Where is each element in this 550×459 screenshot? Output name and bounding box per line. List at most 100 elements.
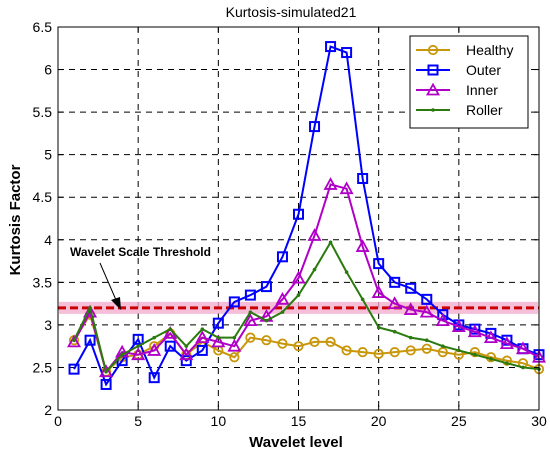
data-point-roller: [200, 327, 205, 331]
data-point-roller: [457, 348, 461, 353]
data-point-roller: [424, 338, 429, 343]
data-point-roller: [280, 310, 285, 314]
data-point-roller: [120, 352, 124, 357]
data-point-inner: [339, 181, 354, 195]
x-tick-label: 5: [134, 413, 142, 429]
data-point-inner: [435, 313, 450, 327]
data-point-healthy: [357, 347, 368, 358]
y-tick-label: 5.5: [33, 104, 53, 120]
data-point-inner: [451, 319, 466, 332]
data-point-inner: [147, 343, 162, 356]
data-point-inner: [403, 302, 418, 315]
y-tick-label: 4: [44, 232, 52, 248]
data-point-roller: [505, 361, 509, 365]
data-point-outer: [309, 121, 321, 133]
data-point-roller: [88, 306, 92, 310]
data-point-inner: [515, 341, 530, 355]
y-axis-title: Kurtosis Factor: [7, 164, 24, 275]
data-point-inner: [131, 347, 146, 361]
y-tick-label: 6: [44, 62, 52, 78]
data-point-roller: [441, 344, 445, 348]
data-point-roller: [248, 310, 253, 314]
tick-layer: 0 5 10 15 20 25 30 2 2.5 3 3.5 4 4.5 5 5.5 6 6.5: [33, 19, 547, 429]
y-tick-label: 2: [44, 402, 52, 418]
data-point-inner: [419, 304, 434, 318]
data-point-outer: [244, 289, 256, 301]
data-point-outer: [100, 378, 112, 390]
data-point-healthy: [421, 343, 432, 354]
data-point-inner: [179, 347, 194, 361]
y-tick-label: 2.5: [33, 359, 53, 375]
data-point-healthy: [245, 332, 256, 343]
data-point-healthy: [389, 347, 400, 358]
threshold-arrow-shaft: [99, 262, 117, 301]
data-point-roller: [408, 335, 413, 340]
data-point-inner: [291, 270, 306, 284]
data-point-roller: [168, 327, 173, 331]
data-point-roller: [72, 338, 76, 343]
x-tick-label: 20: [371, 413, 387, 429]
data-point-roller: [264, 318, 269, 323]
y-tick-label: 5: [44, 147, 52, 163]
data-point-roller: [184, 344, 189, 348]
data-point-inner: [499, 336, 514, 350]
series-layer: [67, 41, 547, 390]
data-point-inner: [387, 296, 402, 310]
data-point-outer: [293, 208, 304, 220]
data-point-outer: [196, 344, 208, 356]
data-point-healthy: [325, 336, 336, 348]
data-point-roller: [328, 240, 333, 245]
data-point-inner: [243, 313, 258, 327]
legend-marker-healthy: [427, 44, 439, 56]
data-point-inner: [323, 177, 338, 190]
data-point-inner: [483, 330, 498, 344]
data-point-healthy: [293, 341, 304, 352]
data-point-inner: [115, 344, 130, 358]
data-point-roller: [521, 365, 525, 370]
data-point-outer: [68, 363, 80, 375]
y-tick-label: 3.5: [33, 274, 53, 290]
data-point-roller: [152, 335, 156, 340]
data-point-outer: [501, 334, 513, 346]
data-point-roller: [312, 267, 317, 272]
x-axis-title: Wavelet level: [249, 434, 343, 451]
data-point-outer: [132, 333, 144, 345]
data-point-roller: [392, 329, 397, 334]
data-point-outer: [212, 317, 224, 329]
data-point-inner: [211, 334, 226, 348]
data-point-roller: [344, 270, 349, 274]
data-point-roller: [473, 352, 477, 357]
x-tick-label: 25: [451, 413, 467, 429]
data-point-outer: [148, 372, 160, 384]
x-tick-label: 15: [291, 413, 307, 429]
data-point-inner: [307, 228, 322, 241]
data-point-outer: [405, 282, 417, 294]
data-point-roller: [232, 335, 237, 340]
legend-label-roller: Roller: [466, 102, 503, 118]
data-point-healthy: [341, 345, 352, 356]
x-tick-label: 30: [531, 413, 547, 429]
data-point-healthy: [277, 338, 288, 349]
data-point-outer: [84, 334, 96, 346]
legend-label-inner: Inner: [466, 82, 498, 98]
data-point-inner: [275, 291, 290, 305]
data-point-roller: [360, 297, 365, 302]
threshold-layer: [58, 301, 539, 314]
data-point-healthy: [309, 336, 320, 348]
threshold-label: Wavelet Scale Threshold: [70, 245, 211, 259]
y-tick-label: 3: [44, 317, 52, 333]
legend-marker-roller: [431, 108, 435, 112]
data-point-roller: [296, 293, 301, 297]
chart-title: Kurtosis-simulated21: [226, 4, 357, 20]
threshold-arrow-head: [111, 297, 121, 310]
annotation-layer: Wavelet Scale Threshold: [70, 245, 211, 310]
data-point-inner: [99, 364, 114, 378]
data-point-outer: [325, 41, 337, 53]
data-point-inner: [371, 285, 386, 298]
series-line-roller: [73, 240, 540, 374]
x-tick-label: 0: [54, 413, 62, 429]
data-point-healthy: [229, 352, 240, 363]
data-point-inner: [355, 239, 370, 252]
data-point-outer: [373, 258, 385, 270]
